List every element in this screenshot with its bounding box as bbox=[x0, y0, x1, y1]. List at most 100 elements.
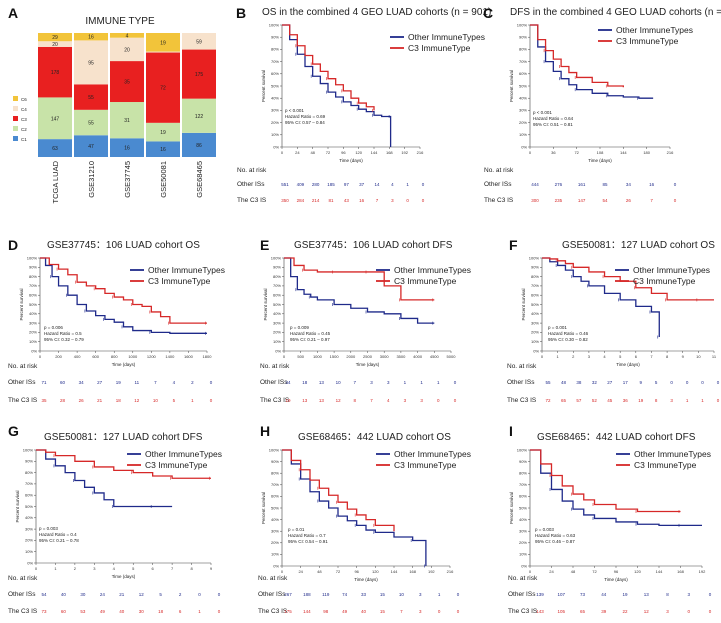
risk-count: 0 bbox=[406, 198, 409, 203]
risk-count: 18 bbox=[302, 380, 308, 385]
legend-swatch-c2 bbox=[13, 126, 18, 131]
bar-segment-c1 bbox=[110, 138, 144, 157]
risk-row-label: Other ISs bbox=[508, 591, 536, 598]
y-tick-label: 100% bbox=[23, 447, 34, 452]
bar-segment-c1 bbox=[182, 132, 216, 157]
bar-data-label: 178 bbox=[51, 70, 60, 76]
bar-data-label: 16 bbox=[88, 35, 94, 41]
risk-count: 3 bbox=[370, 380, 373, 385]
stat-line: 95% CI: 0.54 – 0.91 bbox=[288, 539, 328, 544]
risk-count: 3 bbox=[687, 592, 690, 597]
y-tick-label: 10% bbox=[25, 549, 33, 554]
risk-count: 1 bbox=[198, 609, 201, 614]
chart-title-d: GSE37745：106 LUAD cohort OS bbox=[47, 240, 200, 251]
x-tick-label: 4000 bbox=[413, 354, 423, 359]
y-tick-label: 0% bbox=[521, 144, 527, 149]
risk-count: 30 bbox=[139, 609, 145, 614]
risk-count: 15 bbox=[380, 592, 386, 597]
bar-segment-c6 bbox=[38, 33, 72, 42]
risk-table-title: No. at risk bbox=[507, 363, 537, 370]
y-tick-label: 50% bbox=[271, 83, 279, 88]
risk-count: 57 bbox=[576, 398, 582, 403]
risk-count: 6 bbox=[179, 609, 182, 614]
stat-line: 95% CI: 0.32 – 0.79 bbox=[44, 337, 84, 342]
risk-table-title: No. at risk bbox=[484, 167, 514, 174]
risk-count: 214 bbox=[312, 198, 320, 203]
chart-title-f: GSE50081：127 LUAD cohort OS bbox=[562, 240, 715, 251]
bar-segment-c2 bbox=[110, 102, 144, 139]
risk-count: 0 bbox=[422, 198, 425, 203]
risk-count: 0 bbox=[438, 609, 441, 614]
risk-count: 39 bbox=[601, 609, 607, 614]
bar-segment-c4 bbox=[182, 33, 216, 50]
x-tick-label: 1500 bbox=[330, 354, 340, 359]
x-tick-label: 600 bbox=[92, 354, 99, 359]
risk-count: 10 bbox=[399, 592, 405, 597]
x-tick-label: 36 bbox=[551, 150, 556, 155]
risk-count: 18 bbox=[158, 609, 164, 614]
x-tick-label: 180 bbox=[643, 150, 650, 155]
y-tick-label: 40% bbox=[519, 96, 527, 101]
panel-letter-a: A bbox=[8, 5, 18, 21]
y-tick-label: 80% bbox=[271, 47, 279, 52]
risk-count: 551 bbox=[281, 182, 289, 187]
stat-line: p = 0.003 bbox=[39, 526, 58, 531]
risk-table-title: No. at risk bbox=[258, 575, 288, 582]
bar-data-label: 122 bbox=[195, 114, 204, 120]
risk-count: 8 bbox=[655, 398, 658, 403]
risk-count: 55 bbox=[545, 380, 551, 385]
risk-count: 65 bbox=[580, 609, 586, 614]
risk-count: 17 bbox=[623, 380, 629, 385]
risk-count: 13 bbox=[319, 398, 325, 403]
y-tick-label: 10% bbox=[531, 339, 539, 344]
stat-line: p = 0.009 bbox=[290, 325, 309, 330]
bar-segment-c2 bbox=[74, 109, 108, 136]
chart-title-a: IMMUNE TYPE bbox=[85, 16, 155, 27]
x-tick-label: 4 bbox=[603, 354, 606, 359]
x-axis-label: Time (days) bbox=[112, 574, 136, 579]
y-tick-label: 40% bbox=[519, 517, 527, 522]
risk-count: 19 bbox=[285, 398, 291, 403]
x-axis-label: Time (days) bbox=[604, 577, 628, 582]
y-tick-label: 0% bbox=[275, 348, 281, 353]
panel-g: G GSE50081：127 LUAD cohort DFS100%90%80%7… bbox=[8, 423, 222, 615]
risk-count: 37 bbox=[359, 182, 365, 187]
risk-row-label: Other ISs bbox=[8, 591, 36, 598]
risk-count: 0 bbox=[686, 380, 689, 385]
risk-count: 7 bbox=[354, 380, 357, 385]
panel-letter-g: G bbox=[8, 423, 19, 439]
bar-segment-c3 bbox=[38, 46, 72, 98]
x-tick-label: 0 bbox=[281, 150, 284, 155]
x-tick-label: 48 bbox=[310, 150, 315, 155]
risk-count: 28 bbox=[60, 398, 66, 403]
y-tick-label: 80% bbox=[519, 47, 527, 52]
y-tick-label: 60% bbox=[271, 494, 279, 499]
x-tick-label: 192 bbox=[401, 150, 408, 155]
panel-f: F GSE50081：127 LUAD cohort OS100%90%80%70… bbox=[507, 237, 720, 404]
y-tick-label: 90% bbox=[519, 35, 527, 40]
risk-row-label: The C3 IS bbox=[260, 397, 290, 404]
legend-label-c3: C3 ImmuneType bbox=[394, 276, 457, 286]
risk-count: 188 bbox=[303, 592, 311, 597]
risk-count: 0 bbox=[457, 609, 460, 614]
y-axis-label: Percent survival bbox=[15, 490, 20, 522]
bar-segment-c1 bbox=[146, 141, 180, 157]
risk-count: 12 bbox=[134, 398, 140, 403]
bar-segment-c2 bbox=[182, 98, 216, 133]
risk-row-label: The C3 IS bbox=[8, 608, 38, 615]
y-tick-label: 0% bbox=[31, 348, 37, 353]
y-tick-label: 100% bbox=[269, 447, 280, 452]
y-tick-label: 10% bbox=[519, 552, 527, 557]
risk-count: 107 bbox=[557, 592, 565, 597]
x-tick-label: 1400 bbox=[165, 354, 175, 359]
legend-label-other: Other ImmuneTypes bbox=[145, 449, 222, 459]
risk-count: 0 bbox=[670, 380, 673, 385]
x-tick-label: 3 bbox=[588, 354, 591, 359]
risk-count: 8 bbox=[666, 592, 669, 597]
y-tick-label: 60% bbox=[25, 493, 33, 498]
risk-count: 15 bbox=[380, 609, 386, 614]
x-tick-label: 5000 bbox=[447, 354, 457, 359]
panel-i: I GSE68465：442 LUAD cohort DFS100%90%80%7… bbox=[508, 423, 712, 615]
bar-data-label: 19 bbox=[160, 40, 166, 46]
risk-count: 54 bbox=[41, 592, 47, 597]
